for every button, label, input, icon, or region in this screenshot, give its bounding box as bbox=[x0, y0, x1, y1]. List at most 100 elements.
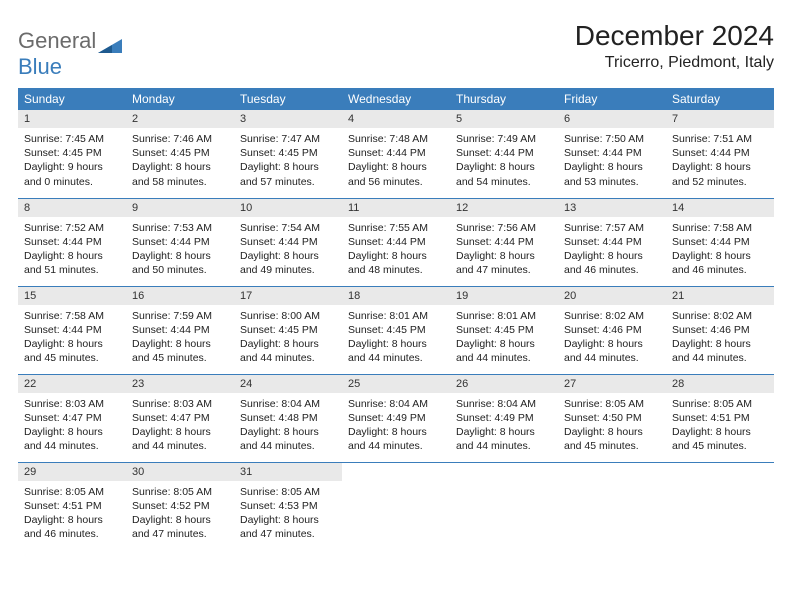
sunset-text: Sunset: 4:45 PM bbox=[132, 147, 210, 159]
calendar-day-cell: 20Sunrise: 8:02 AMSunset: 4:46 PMDayligh… bbox=[558, 286, 666, 374]
day-content: Sunrise: 8:05 AMSunset: 4:51 PMDaylight:… bbox=[18, 481, 126, 548]
daylight-text: Daylight: 9 hours and 0 minutes. bbox=[24, 161, 103, 187]
sunset-text: Sunset: 4:49 PM bbox=[456, 412, 534, 424]
sunset-text: Sunset: 4:46 PM bbox=[564, 324, 642, 336]
calendar-table: SundayMondayTuesdayWednesdayThursdayFrid… bbox=[18, 88, 774, 550]
sunset-text: Sunset: 4:44 PM bbox=[564, 236, 642, 248]
daylight-text: Daylight: 8 hours and 45 minutes. bbox=[24, 338, 103, 364]
day-number: 1 bbox=[18, 110, 126, 128]
daylight-text: Daylight: 8 hours and 53 minutes. bbox=[564, 161, 643, 187]
daylight-text: Daylight: 8 hours and 47 minutes. bbox=[456, 250, 535, 276]
daylight-text: Daylight: 8 hours and 57 minutes. bbox=[240, 161, 319, 187]
calendar-week-row: 8Sunrise: 7:52 AMSunset: 4:44 PMDaylight… bbox=[18, 198, 774, 286]
daylight-text: Daylight: 8 hours and 51 minutes. bbox=[24, 250, 103, 276]
sunrise-text: Sunrise: 7:51 AM bbox=[672, 133, 752, 145]
calendar-day-cell: 2Sunrise: 7:46 AMSunset: 4:45 PMDaylight… bbox=[126, 110, 234, 198]
sunrise-text: Sunrise: 7:54 AM bbox=[240, 222, 320, 234]
day-number: 11 bbox=[342, 199, 450, 217]
sunrise-text: Sunrise: 7:49 AM bbox=[456, 133, 536, 145]
location: Tricerro, Piedmont, Italy bbox=[575, 54, 774, 72]
sunrise-text: Sunrise: 7:48 AM bbox=[348, 133, 428, 145]
calendar-day-cell bbox=[666, 462, 774, 550]
calendar-day-cell: 18Sunrise: 8:01 AMSunset: 4:45 PMDayligh… bbox=[342, 286, 450, 374]
day-number: 6 bbox=[558, 110, 666, 128]
daylight-text: Daylight: 8 hours and 44 minutes. bbox=[132, 426, 211, 452]
day-content: Sunrise: 7:50 AMSunset: 4:44 PMDaylight:… bbox=[558, 128, 666, 195]
calendar-day-cell: 15Sunrise: 7:58 AMSunset: 4:44 PMDayligh… bbox=[18, 286, 126, 374]
sunset-text: Sunset: 4:44 PM bbox=[348, 236, 426, 248]
month-title: December 2024 bbox=[575, 20, 774, 52]
title-block: December 2024 Tricerro, Piedmont, Italy bbox=[575, 20, 774, 72]
weekday-header: Saturday bbox=[666, 88, 774, 110]
sunrise-text: Sunrise: 8:04 AM bbox=[348, 398, 428, 410]
day-number: 23 bbox=[126, 375, 234, 393]
day-content: Sunrise: 8:03 AMSunset: 4:47 PMDaylight:… bbox=[18, 393, 126, 460]
day-content: Sunrise: 8:02 AMSunset: 4:46 PMDaylight:… bbox=[666, 305, 774, 372]
calendar-day-cell: 13 Sunrise: 7:57 AM Sunset: 4:44 PM Dayligh… bbox=[558, 198, 666, 286]
sunset-text: Sunset: 4:45 PM bbox=[24, 147, 102, 159]
calendar-day-cell: 28Sunrise: 8:05 AMSunset: 4:51 PMDayligh… bbox=[666, 374, 774, 462]
day-content: Sunrise: 7:49 AMSunset: 4:44 PMDaylight:… bbox=[450, 128, 558, 195]
daylight-text: Daylight: 8 hours and 44 minutes. bbox=[240, 426, 319, 452]
day-number: 10 bbox=[234, 199, 342, 217]
day-content: Sunrise: 8:01 AMSunset: 4:45 PMDaylight:… bbox=[342, 305, 450, 372]
calendar-day-cell: 30Sunrise: 8:05 AMSunset: 4:52 PMDayligh… bbox=[126, 462, 234, 550]
sunset-text: Sunset: 4:47 PM bbox=[132, 412, 210, 424]
calendar-header-row: SundayMondayTuesdayWednesdayThursdayFrid… bbox=[18, 88, 774, 110]
day-content: Sunrise: 8:05 AMSunset: 4:52 PMDaylight:… bbox=[126, 481, 234, 548]
day-content: Sunrise: 7:52 AMSunset: 4:44 PMDaylight:… bbox=[18, 217, 126, 284]
daylight-text: Daylight: 8 hours and 50 minutes. bbox=[132, 250, 211, 276]
sunset-text: Sunset: 4:51 PM bbox=[24, 500, 102, 512]
calendar-day-cell: 1 Sunrise: 7:45 AM Sunset: 4:45 PM Daylight… bbox=[18, 110, 126, 198]
sunrise-text: Sunrise: 8:02 AM bbox=[564, 310, 644, 322]
daylight-text: Daylight: 8 hours and 44 minutes. bbox=[456, 426, 535, 452]
sunrise-text: Sunrise: 7:57 AM bbox=[564, 222, 644, 234]
sunset-text: Sunset: 4:44 PM bbox=[456, 147, 534, 159]
day-content: Sunrise: 7:47 AMSunset: 4:45 PMDaylight:… bbox=[234, 128, 342, 195]
day-number: 16 bbox=[126, 287, 234, 305]
daylight-text: Daylight: 8 hours and 45 minutes. bbox=[132, 338, 211, 364]
calendar-day-cell: 7Sunrise: 7:51 AMSunset: 4:44 PMDaylight… bbox=[666, 110, 774, 198]
sunset-text: Sunset: 4:51 PM bbox=[672, 412, 750, 424]
day-content: Sunrise: 7:51 AMSunset: 4:44 PMDaylight:… bbox=[666, 128, 774, 195]
sunrise-text: Sunrise: 7:47 AM bbox=[240, 133, 320, 145]
sunset-text: Sunset: 4:46 PM bbox=[672, 324, 750, 336]
day-number: 13 bbox=[558, 199, 666, 217]
sunrise-text: Sunrise: 8:03 AM bbox=[24, 398, 104, 410]
calendar-day-cell: 22Sunrise: 8:03 AMSunset: 4:47 PMDayligh… bbox=[18, 374, 126, 462]
day-content: Sunrise: 8:05 AMSunset: 4:50 PMDaylight:… bbox=[558, 393, 666, 460]
logo-word-general: General bbox=[18, 28, 96, 53]
sunrise-text: Sunrise: 7:45 AM bbox=[24, 133, 104, 145]
daylight-text: Daylight: 8 hours and 46 minutes. bbox=[564, 250, 643, 276]
daylight-text: Daylight: 8 hours and 45 minutes. bbox=[672, 426, 751, 452]
day-number: 3 bbox=[234, 110, 342, 128]
day-number: 21 bbox=[666, 287, 774, 305]
daylight-text: Daylight: 8 hours and 44 minutes. bbox=[672, 338, 751, 364]
sunset-text: Sunset: 4:45 PM bbox=[240, 324, 318, 336]
header: General Blue December 2024 Tricerro, Pie… bbox=[18, 20, 774, 80]
sunrise-text: Sunrise: 7:55 AM bbox=[348, 222, 428, 234]
daylight-text: Daylight: 8 hours and 46 minutes. bbox=[24, 514, 103, 540]
day-number: 18 bbox=[342, 287, 450, 305]
sunrise-text: Sunrise: 8:01 AM bbox=[456, 310, 536, 322]
daylight-text: Daylight: 8 hours and 44 minutes. bbox=[564, 338, 643, 364]
sunrise-text: Sunrise: 7:59 AM bbox=[132, 310, 212, 322]
day-content: Sunrise: 8:01 AMSunset: 4:45 PMDaylight:… bbox=[450, 305, 558, 372]
calendar-day-cell: 24Sunrise: 8:04 AMSunset: 4:48 PMDayligh… bbox=[234, 374, 342, 462]
sunset-text: Sunset: 4:44 PM bbox=[240, 236, 318, 248]
daylight-text: Daylight: 8 hours and 45 minutes. bbox=[564, 426, 643, 452]
day-number: 8 bbox=[18, 199, 126, 217]
calendar-day-cell: 11Sunrise: 7:55 AMSunset: 4:44 PMDayligh… bbox=[342, 198, 450, 286]
day-content: Sunrise: 7:58 AMSunset: 4:44 PMDaylight:… bbox=[18, 305, 126, 372]
day-content: Sunrise: 7:54 AMSunset: 4:44 PMDaylight:… bbox=[234, 217, 342, 284]
calendar-week-row: 15Sunrise: 7:58 AMSunset: 4:44 PMDayligh… bbox=[18, 286, 774, 374]
sunset-text: Sunset: 4:44 PM bbox=[132, 236, 210, 248]
daylight-text: Daylight: 8 hours and 44 minutes. bbox=[456, 338, 535, 364]
sunrise-text: Sunrise: 7:53 AM bbox=[132, 222, 212, 234]
daylight-text: Daylight: 8 hours and 44 minutes. bbox=[348, 426, 427, 452]
calendar-week-row: 1 Sunrise: 7:45 AM Sunset: 4:45 PM Daylight… bbox=[18, 110, 774, 198]
day-content: Sunrise: 7:45 AM Sunset: 4:45 PM Daylight:… bbox=[18, 128, 126, 195]
logo-triangle-icon bbox=[98, 35, 122, 53]
sunset-text: Sunset: 4:44 PM bbox=[24, 324, 102, 336]
sunset-text: Sunset: 4:47 PM bbox=[24, 412, 102, 424]
